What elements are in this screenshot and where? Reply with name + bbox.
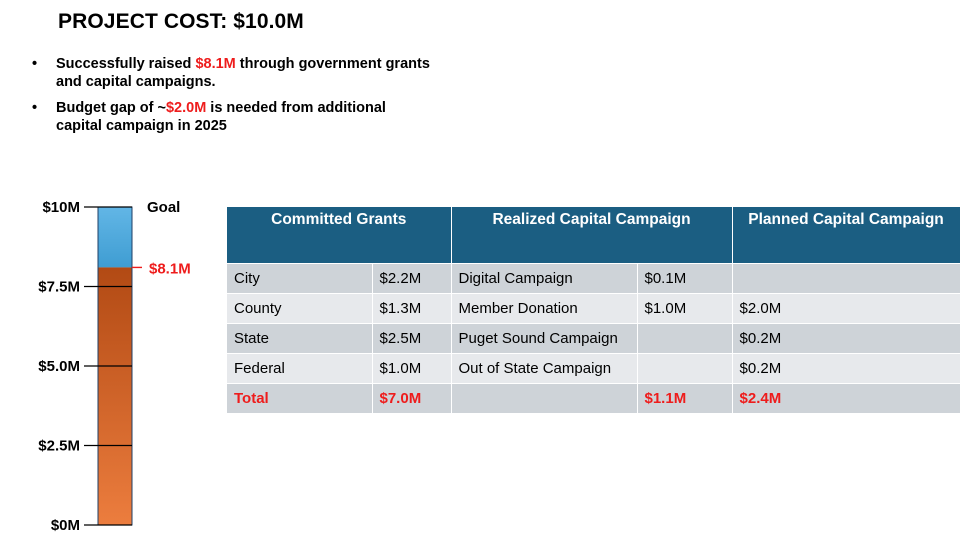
table-row: County $1.3M Member Donation $1.0M $2.0M — [227, 293, 961, 324]
goal-label: Goal — [147, 199, 180, 216]
tick-label: $5.0M — [38, 358, 80, 375]
table-cell: City — [227, 263, 373, 294]
tick-label: $2.5M — [38, 438, 80, 455]
bullet-dot: • — [32, 100, 38, 116]
table-total-row: Total $7.0M $1.1M $2.4M — [227, 383, 961, 413]
table-row: Federal $1.0M Out of State Campaign $0.2… — [227, 353, 961, 384]
bullet-list: • Successfully raised $8.1M through gover… — [30, 55, 430, 143]
header-committed-grants: Committed Grants — [227, 207, 452, 264]
bullet-text: is needed from additional capital campai… — [56, 100, 386, 134]
table-row: City $2.2M Digital Campaign $0.1M — [227, 263, 961, 294]
table-cell: $2.2M — [372, 263, 452, 294]
bullet-text: Successfully raised — [56, 56, 196, 72]
funding-table: Committed Grants Realized Capital Campai… — [227, 207, 961, 413]
table-cell: $1.3M — [372, 293, 452, 324]
table-cell: County — [227, 293, 373, 324]
total-cell — [451, 383, 638, 413]
table-cell — [732, 263, 961, 294]
table-cell: $0.2M — [732, 353, 961, 384]
table-cell: $2.0M — [732, 293, 961, 324]
raised-value-label: $8.1M — [149, 260, 191, 277]
raised-bar — [98, 267, 132, 525]
table-cell: Member Donation — [451, 293, 638, 324]
goal-remaining-bar — [98, 207, 132, 268]
tick-label: $10M — [42, 199, 80, 216]
header-realized-campaign: Realized Capital Campaign — [451, 207, 733, 264]
table-cell: $0.1M — [637, 263, 733, 294]
total-cell: $1.1M — [637, 383, 733, 413]
table-row: State $2.5M Puget Sound Campaign $0.2M — [227, 323, 961, 354]
total-cell: $2.4M — [732, 383, 961, 413]
table-cell — [637, 323, 733, 354]
table-cell — [637, 353, 733, 384]
header-planned-campaign: Planned Capital Campaign — [732, 207, 961, 264]
tick-label: $7.5M — [38, 279, 80, 296]
bullet-item: • Successfully raised $8.1M through gover… — [30, 55, 430, 91]
table-cell: Out of State Campaign — [451, 353, 638, 384]
bullet-highlight: $2.0M — [165, 100, 207, 116]
bullet-dot: • — [32, 56, 38, 72]
table-cell: Puget Sound Campaign — [451, 323, 638, 354]
table-cell: $1.0M — [372, 353, 452, 384]
bullet-text: Budget gap of ~ — [56, 100, 166, 116]
table-header-row: Committed Grants Realized Capital Campai… — [227, 207, 961, 264]
page-title: PROJECT COST: $10.0M — [58, 10, 304, 33]
table-cell: State — [227, 323, 373, 354]
table-cell: $2.5M — [372, 323, 452, 354]
bullet-highlight: $8.1M — [195, 56, 236, 72]
tick-label: $0M — [51, 517, 80, 534]
bullet-text: through government grants and capital ca… — [56, 56, 430, 90]
total-cell: $7.0M — [372, 383, 452, 413]
table-cell: Federal — [227, 353, 373, 384]
table-cell: $1.0M — [637, 293, 733, 324]
total-label: Total — [227, 383, 373, 413]
table-cell: $0.2M — [732, 323, 961, 354]
fundraising-progress-chart: $10M $7.5M $5.0M $2.5M $0M Goal $8.1M — [38, 199, 191, 534]
bullet-item: • Budget gap of ~$2.0M is needed from add… — [30, 99, 430, 135]
table-cell: Digital Campaign — [451, 263, 638, 294]
